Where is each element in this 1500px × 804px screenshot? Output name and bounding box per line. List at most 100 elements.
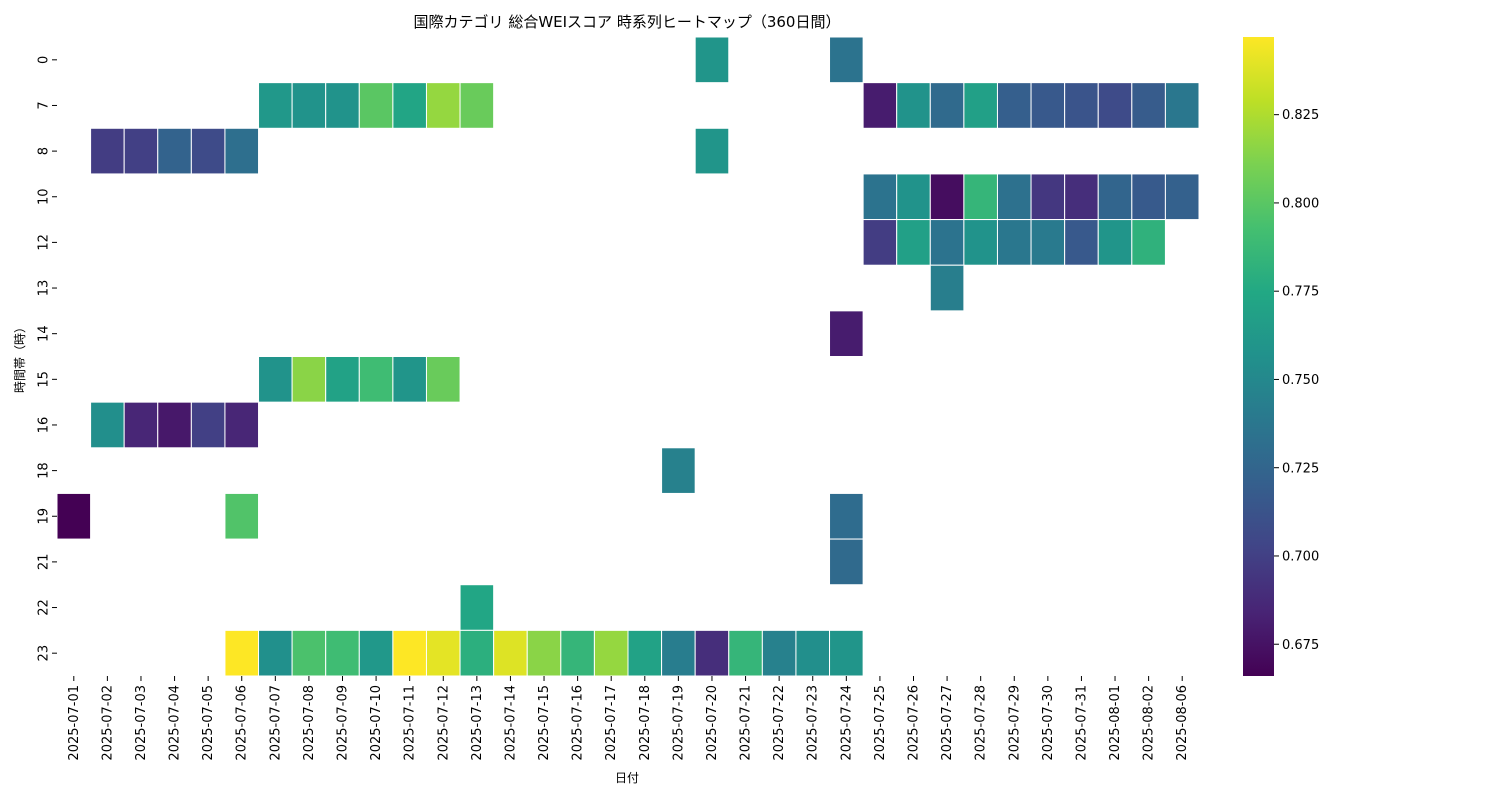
heatmap-cell <box>425 629 461 677</box>
heatmap-cell <box>1097 82 1133 129</box>
heatmap-cell <box>728 629 763 677</box>
heatmap-cell <box>123 401 159 449</box>
heatmap-cell <box>1097 173 1133 221</box>
heatmap-cell <box>1064 173 1099 221</box>
x-tick-label: 2025-07-10 <box>369 685 384 761</box>
y-tick-label: 0 <box>37 56 52 64</box>
y-tick-label: 22 <box>37 599 52 616</box>
heatmap-cell <box>963 82 998 129</box>
heatmap-cell <box>1164 82 1200 129</box>
y-tick-label: 23 <box>37 645 52 662</box>
heatmap-cell <box>358 629 394 677</box>
x-tick-label: 2025-07-03 <box>134 685 149 761</box>
x-tick-label: 2025-07-02 <box>100 685 115 761</box>
colorbar-tick-label: 0.825 <box>1282 108 1319 123</box>
heatmap-cell <box>996 173 1032 221</box>
colorbar-tick-label: 0.800 <box>1282 196 1319 211</box>
x-tick-label: 2025-07-29 <box>1007 685 1022 761</box>
heatmap-cell <box>1131 173 1166 221</box>
heatmap-cell <box>190 401 226 449</box>
chart-title: 国際カテゴリ 総合WEIスコア 時系列ヒートマップ（360日間） <box>414 13 841 31</box>
y-tick-label: 10 <box>37 188 52 205</box>
x-tick-label: 2025-07-08 <box>302 685 317 761</box>
heatmap-cell <box>459 82 495 129</box>
y-tick-label: 16 <box>37 417 52 434</box>
x-tick-label: 2025-08-06 <box>1175 685 1190 761</box>
heatmap-cell <box>694 127 730 175</box>
heatmap-cell <box>258 629 293 677</box>
heatmap-cell <box>963 219 998 266</box>
heatmap-cell <box>929 82 965 129</box>
heatmap-cell <box>929 264 965 312</box>
heatmap-cell <box>560 629 595 677</box>
x-tick-label: 2025-07-15 <box>537 685 552 761</box>
x-tick-label: 2025-07-14 <box>503 685 518 761</box>
colorbar-tick-label: 0.700 <box>1282 550 1319 565</box>
heatmap-cell <box>325 356 360 403</box>
heatmap-cell <box>661 447 696 494</box>
colorbar-tick-label: 0.750 <box>1282 373 1319 388</box>
heatmap-cell <box>1131 82 1166 129</box>
heatmap-cell <box>224 127 260 175</box>
y-tick-label: 19 <box>37 508 52 525</box>
heatmap-cell <box>1097 219 1133 266</box>
heatmap-cell <box>291 82 327 129</box>
heatmap-cell <box>392 82 427 129</box>
x-tick-label: 2025-07-25 <box>873 685 888 761</box>
y-tick-label: 7 <box>37 101 52 109</box>
x-tick-label: 2025-07-31 <box>1074 685 1089 761</box>
x-tick-label: 2025-07-28 <box>974 685 989 761</box>
heatmap-cell <box>425 356 461 403</box>
heatmap-cells <box>56 36 1200 677</box>
heatmap-cell <box>358 82 394 129</box>
heatmap-cell <box>694 36 730 84</box>
heatmap-cell <box>862 219 898 266</box>
heatmap-cell <box>258 82 293 129</box>
x-tick-label: 2025-07-19 <box>671 685 686 761</box>
heatmap-cell <box>829 629 864 677</box>
x-tick-label: 2025-07-16 <box>571 685 586 761</box>
y-tick-label: 12 <box>37 234 52 251</box>
y-tick-label: 15 <box>37 371 52 388</box>
x-tick-label: 2025-07-04 <box>168 685 183 761</box>
heatmap-cell <box>761 629 797 677</box>
x-tick-label: 2025-08-01 <box>1108 685 1123 761</box>
heatmap-cell <box>996 219 1032 266</box>
y-tick-label: 18 <box>37 462 52 479</box>
colorbar-tick-label: 0.775 <box>1282 285 1319 300</box>
heatmap-cell <box>493 629 528 677</box>
heatmap-cell <box>593 629 629 677</box>
y-tick-label: 14 <box>37 325 52 342</box>
heatmap-cell <box>392 356 427 403</box>
heatmap-cell <box>996 82 1032 129</box>
heatmap-cell <box>896 219 931 266</box>
x-tick-label: 2025-07-24 <box>839 685 854 761</box>
x-tick-label: 2025-07-30 <box>1041 685 1056 761</box>
heatmap-cell <box>459 629 495 677</box>
x-axis: 2025-07-01 2025-07-02 2025-07-03 2025-07-04… <box>67 676 1190 761</box>
colorbar-tick-label: 0.675 <box>1282 638 1319 653</box>
heatmap-cell <box>795 629 831 677</box>
heatmap-cell <box>358 356 394 403</box>
x-tick-label: 2025-07-07 <box>268 685 283 761</box>
x-tick-label: 2025-07-13 <box>470 685 485 761</box>
x-axis-label: 日付 <box>615 771 639 785</box>
heatmap-cell <box>1164 173 1200 221</box>
heatmap-cell <box>90 401 125 449</box>
heatmap-cell <box>694 629 730 677</box>
heatmap-cell <box>1064 219 1099 266</box>
heatmap-cell <box>1131 219 1166 266</box>
heatmap-cell <box>459 584 495 631</box>
heatmap-cell <box>392 629 427 677</box>
x-tick-label: 2025-07-27 <box>940 685 955 761</box>
colorbar-ticks: 0.675 0.700 0.725 0.750 0.775 0.800 0.825 <box>1274 108 1319 653</box>
x-tick-label: 2025-07-20 <box>705 685 720 761</box>
heatmap-cell <box>661 629 696 677</box>
heatmap-cell <box>224 492 260 540</box>
heatmap-cell <box>896 173 931 221</box>
x-tick-label: 2025-07-01 <box>67 685 82 761</box>
x-tick-label: 2025-07-06 <box>235 685 250 761</box>
x-tick-label: 2025-07-22 <box>772 685 787 761</box>
heatmap-cell <box>1064 82 1099 129</box>
heatmap-cell <box>325 629 360 677</box>
